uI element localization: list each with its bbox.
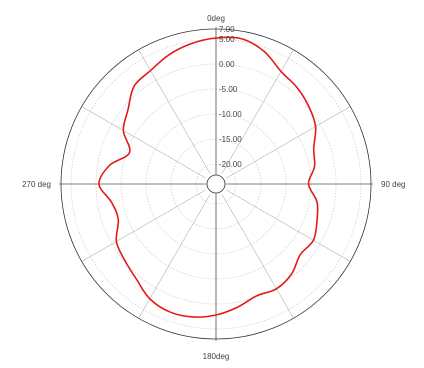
radial-tick-label: -15.00 xyxy=(219,135,242,144)
angular-spoke xyxy=(226,189,351,262)
series-trace xyxy=(98,36,319,318)
angular-spoke xyxy=(138,49,211,174)
trace-layer xyxy=(98,36,319,318)
angular-spoke xyxy=(81,106,206,179)
angular-spoke xyxy=(226,106,351,179)
angle-label: 270 deg xyxy=(22,180,51,189)
radial-tick-label: -5.00 xyxy=(219,85,238,94)
angular-spoke xyxy=(221,194,294,319)
radial-tick-label: -10.00 xyxy=(219,110,242,119)
angular-spoke xyxy=(81,189,206,262)
radial-tick-label: 0.00 xyxy=(219,60,235,69)
radial-tick-label: 7.00 xyxy=(219,25,235,34)
angle-label: 180deg xyxy=(203,352,230,361)
angular-spoke xyxy=(221,49,294,174)
angle-label: 0deg xyxy=(207,14,225,23)
grid-layer xyxy=(59,27,373,341)
angle-label: 90 deg xyxy=(381,180,405,189)
angular-spoke xyxy=(138,194,211,319)
center-hub xyxy=(206,174,226,194)
radial-tick-label: -20.00 xyxy=(219,160,242,169)
radial-tick-label: 5.00 xyxy=(219,35,235,44)
label-layer: 7.005.00 0.00 -5.00 -10.00 -15.00 -20.00 0deg 9… xyxy=(22,14,405,361)
